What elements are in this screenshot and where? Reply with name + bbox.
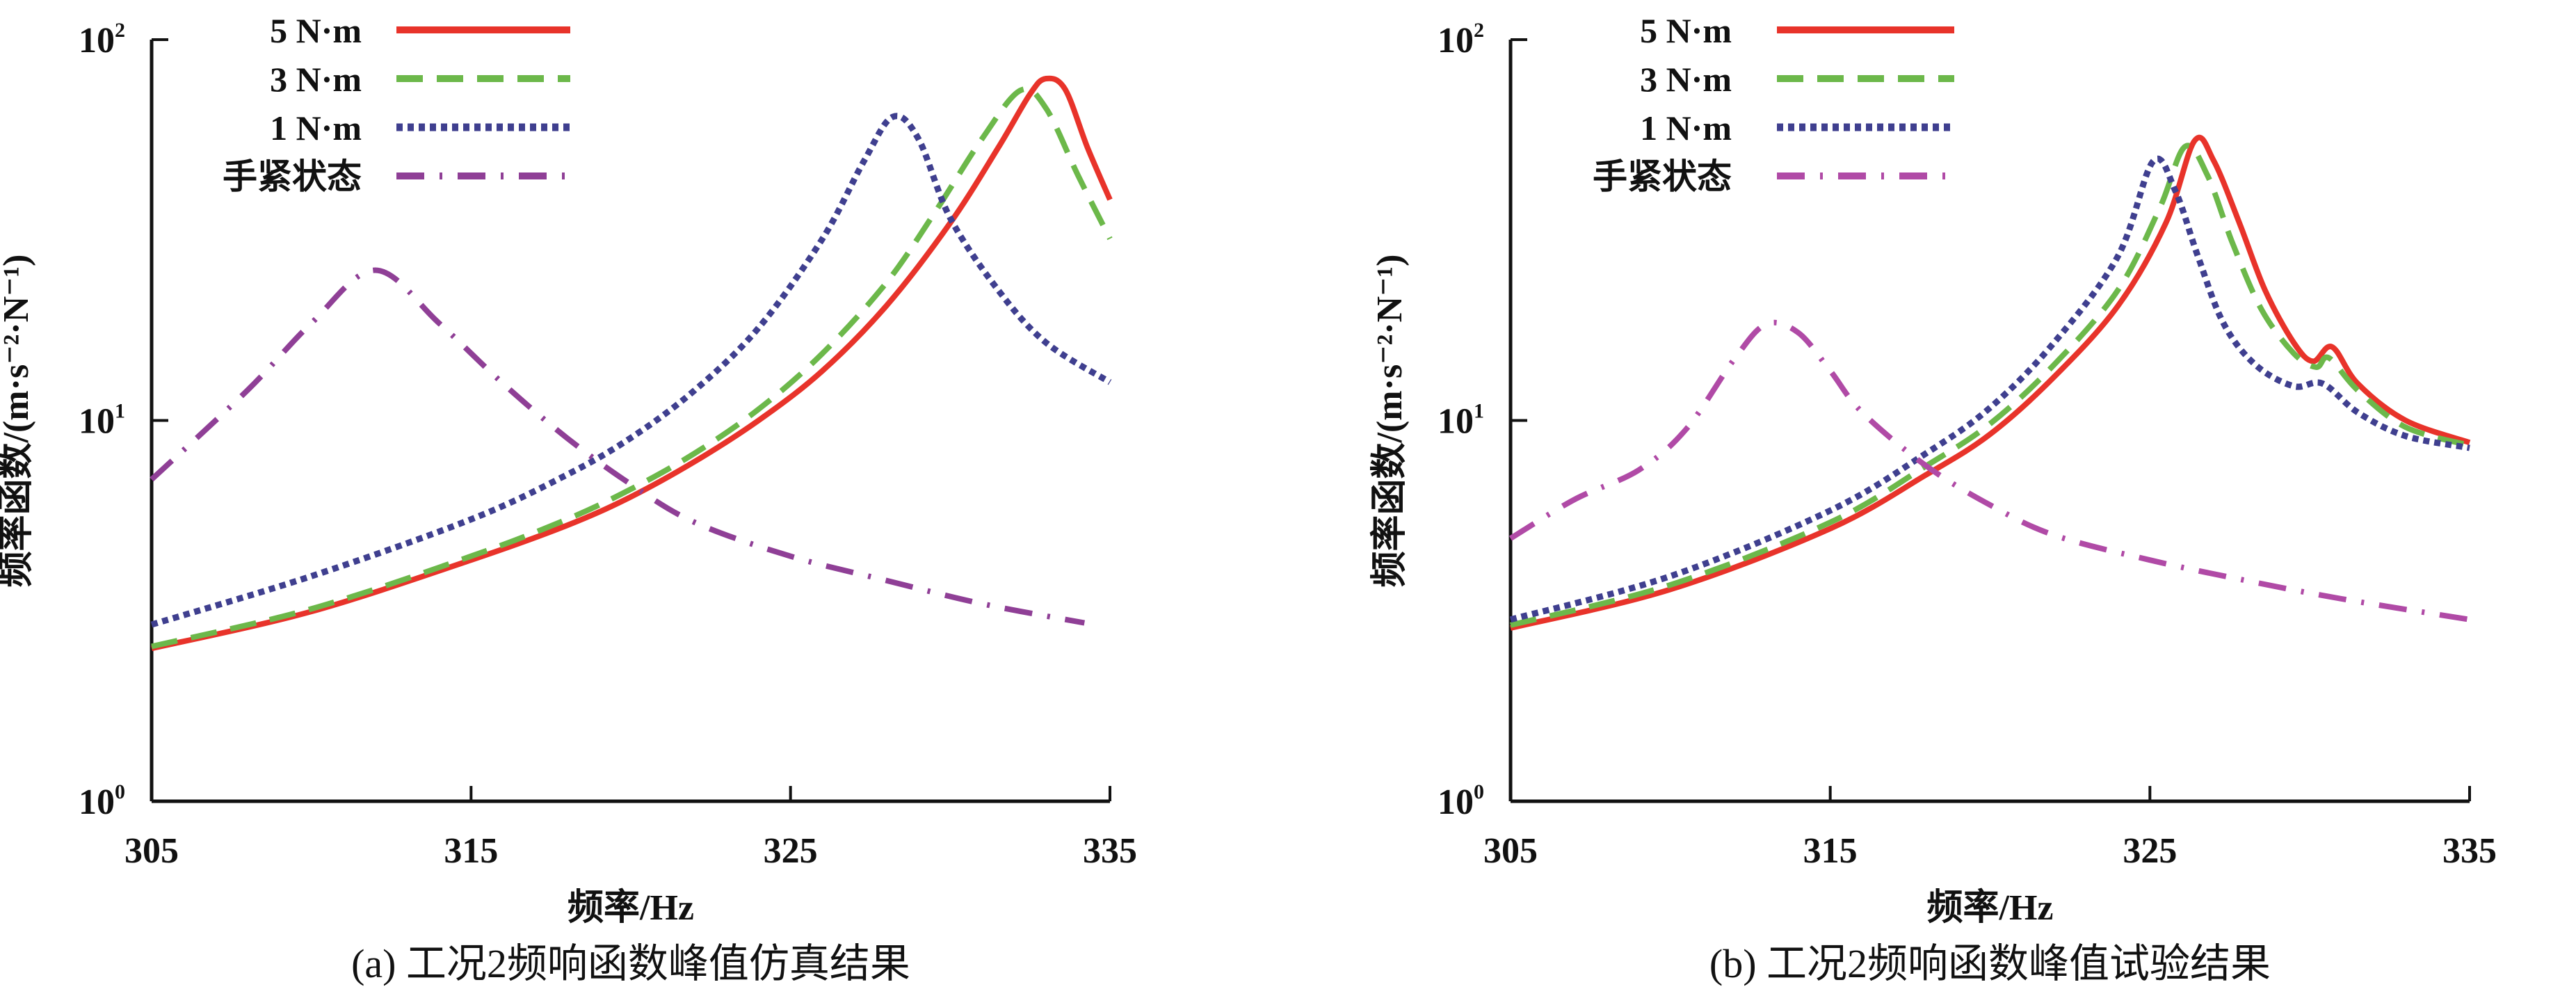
y-tick-label: 102	[79, 19, 125, 61]
y-tick-exponent: 0	[115, 780, 125, 803]
y-tick-exponent: 2	[115, 19, 125, 42]
x-tick-label: 335	[2442, 831, 2497, 871]
y-axis-title: 频率函数/(m·s⁻²·N⁻¹)	[0, 255, 36, 588]
x-axis-title: 频率/Hz	[1927, 887, 2054, 928]
y-tick-base: 10	[79, 782, 115, 822]
legend-label: 手紧状态	[1593, 157, 1732, 196]
series-line-1	[1510, 143, 2471, 628]
y-tick-exponent: 2	[1474, 19, 1484, 42]
y-tick-base: 10	[79, 21, 115, 61]
legend-label: 5 N·m	[270, 11, 362, 50]
y-tick-label: 102	[1438, 19, 1484, 61]
x-tick-label: 325	[2123, 831, 2177, 871]
x-tick-label: 305	[1483, 831, 1538, 871]
y-tick-exponent: 0	[1474, 780, 1484, 803]
y-tick-exponent: 1	[115, 400, 125, 423]
series-line-1	[151, 86, 1113, 650]
y-tick-base: 10	[1438, 402, 1474, 442]
y-tick-base: 10	[1438, 21, 1474, 61]
x-tick-label: 315	[1803, 831, 1858, 871]
y-tick-base: 10	[79, 402, 115, 442]
series-line-2	[1509, 155, 2470, 623]
series-line-2	[150, 113, 1112, 628]
series-line-0	[151, 75, 1113, 652]
panel-caption: (a) 工况2频响函数峰值仿真结果	[351, 941, 910, 986]
y-tick-label: 100	[1438, 780, 1484, 822]
x-tick-label: 315	[444, 831, 498, 871]
legend-label: 1 N·m	[270, 109, 362, 147]
x-tick-label: 335	[1083, 831, 1137, 871]
x-axis-title: 频率/Hz	[567, 887, 694, 928]
y-tick-label: 101	[1438, 400, 1484, 442]
legend-label: 3 N·m	[270, 60, 362, 99]
y-tick-label: 100	[79, 780, 125, 822]
legend-label: 手紧状态	[223, 157, 362, 196]
y-tick-label: 101	[79, 400, 125, 442]
y-tick-exponent: 1	[1474, 400, 1484, 423]
series-line-0	[1510, 134, 2471, 631]
panel-a-simulation: 305 315 325 335100101102频率/Hz频率函数/(m·s⁻²·N⁻…	[0, 11, 1137, 986]
legend-label: 5 N·m	[1640, 11, 1732, 50]
legend-label: 3 N·m	[1640, 60, 1732, 99]
y-axis-title: 频率函数/(m·s⁻²·N⁻¹)	[1369, 255, 1410, 588]
x-tick-label: 325	[764, 831, 818, 871]
series-line-3	[1508, 319, 2470, 622]
y-tick-base: 10	[1438, 782, 1474, 822]
x-tick-label: 305	[124, 831, 179, 871]
panel-caption: (b) 工况2频响函数峰值试验结果	[1709, 941, 2271, 986]
series-line-3	[150, 267, 1086, 626]
panel-b-experiment: 305 315 325 335100101102频率/Hz频率函数/(m·s⁻²·N⁻…	[1369, 11, 2497, 986]
legend-label: 1 N·m	[1640, 109, 1732, 147]
